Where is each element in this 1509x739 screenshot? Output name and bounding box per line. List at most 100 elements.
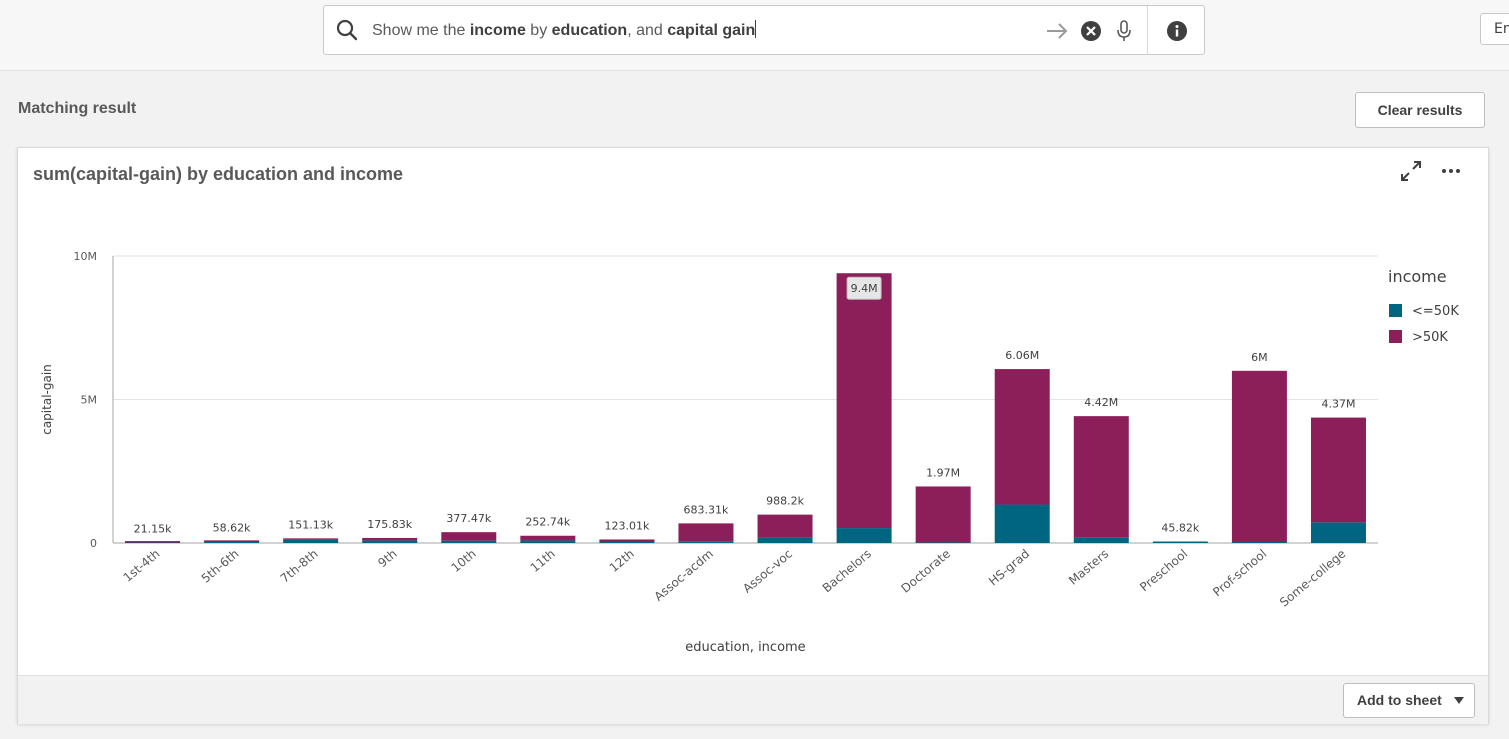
bar-segment [915,486,971,543]
matching-result-title: Matching result [18,100,137,117]
bar-segment [678,523,734,542]
top-bar: Show me the income by education, and cap… [0,0,1509,71]
card-footer: Add to sheet [18,675,1488,724]
bar-segment [1231,541,1287,543]
bar-segment [836,273,892,529]
bar-segment [757,537,813,543]
query-keyword: income [469,22,526,39]
data-label: 6M [1251,351,1268,364]
data-label: 1.97M [926,466,960,479]
x-tick-label: Assoc-acdm [652,547,716,604]
bar-segment [1073,416,1129,538]
y-tick-label: 5M [81,394,98,407]
x-axis-label: education, income [685,640,805,655]
x-tick-label: Assoc-voc [740,547,795,596]
chart-title: sum(capital-gain) by education and incom… [33,164,404,184]
query-text: by [525,22,552,39]
search-box[interactable]: Show me the income by education, and cap… [323,5,1205,55]
bar-segment [283,539,339,543]
bar-segment [441,532,497,541]
bar-segment [204,541,260,543]
query-text: , and [627,22,668,39]
legend-title: income [1388,267,1447,286]
query-text: Show me the [372,22,470,39]
data-label: 151.13k [288,519,333,532]
search-input[interactable]: Show me the income by education, and cap… [372,20,757,40]
bar-segment [836,528,892,543]
data-label: 252.74k [525,516,570,529]
data-label: 4.37M [1321,398,1355,411]
y-tick-label: 10M [74,250,98,263]
data-label: 45.82k [1161,522,1199,535]
language-button[interactable]: En [1480,13,1509,45]
bar-segment [678,541,734,543]
expand-icon[interactable] [1400,160,1422,182]
submit-arrow-icon[interactable] [1046,21,1068,41]
x-tick-label: 1st-4th [121,547,163,585]
x-tick-label: Prof-school [1210,547,1269,600]
legend-swatch [1389,304,1402,317]
x-tick-label: 9th [375,547,399,571]
bar-segment [1310,522,1366,543]
bar-segment [994,504,1050,543]
x-tick-label: 5th-6th [199,547,242,586]
microphone-icon[interactable] [1114,19,1134,43]
legend-label: >50K [1412,330,1448,345]
data-label: 4.42M [1084,396,1118,409]
query-keyword: capital gain [667,22,756,39]
data-label: 9.4M [851,282,878,295]
bar-segment [283,538,339,540]
add-to-sheet-label: Add to sheet [1357,692,1442,708]
legend-swatch [1389,330,1402,343]
y-tick-label: 0 [90,537,97,550]
text-caret [755,20,757,38]
clear-search-icon[interactable] [1080,20,1102,42]
bar-segment [757,514,813,538]
data-label: 21.15k [134,522,172,535]
data-label-box [846,276,882,300]
x-tick-label: Doctorate [898,547,953,596]
bar-segment [1310,417,1366,523]
bar-segment [599,541,655,543]
bar-segment [520,540,576,543]
x-tick-label: 12th [607,547,637,575]
info-icon[interactable] [1166,20,1188,42]
data-label: 377.47k [446,512,491,525]
search-divider [1147,6,1148,54]
bar-segment [1152,541,1208,543]
chevron-down-icon [1454,697,1464,704]
bar-chart: 0 5M 10M capital-gain education, income 21.15… [40,250,1459,655]
add-to-sheet-button[interactable]: Add to sheet [1343,683,1475,718]
bar-segment [441,540,497,543]
search-icon [336,19,358,41]
x-tick-label: 10th [449,547,479,575]
x-tick-label: Some-college [1277,547,1348,610]
x-tick-label: Bachelors [820,547,874,596]
bar-segment [1231,370,1287,543]
bar-segment [362,537,418,541]
bar-segment [1073,537,1129,543]
clear-results-button[interactable]: Clear results [1355,92,1485,128]
data-label: 123.01k [604,519,649,532]
more-options-icon[interactable] [1440,160,1462,182]
data-label: 58.62k [213,521,251,534]
y-axis-label: capital-gain [40,364,54,435]
x-tick-label: 11th [528,547,558,575]
chart-card: 0 5M 10M capital-gain education, income 21.15… [17,147,1489,724]
bar-segment [125,541,181,543]
legend-label: <=50K [1412,304,1459,319]
x-tick-label: HS-grad [986,547,1032,589]
query-keyword: education [551,22,628,39]
bar-segment [520,535,576,541]
x-tick-label: Masters [1066,547,1111,588]
data-label: 683.31k [684,503,729,516]
bar-segment [362,540,418,543]
bar-segment [204,540,260,542]
data-label: 6.06M [1005,349,1039,362]
bar-segment [599,539,655,542]
data-label: 988.2k [766,495,804,508]
x-tick-label: 7th-8th [278,547,321,586]
x-tick-label: Preschool [1137,547,1190,595]
data-label: 175.83k [367,518,412,531]
bar-segment [994,369,1050,505]
